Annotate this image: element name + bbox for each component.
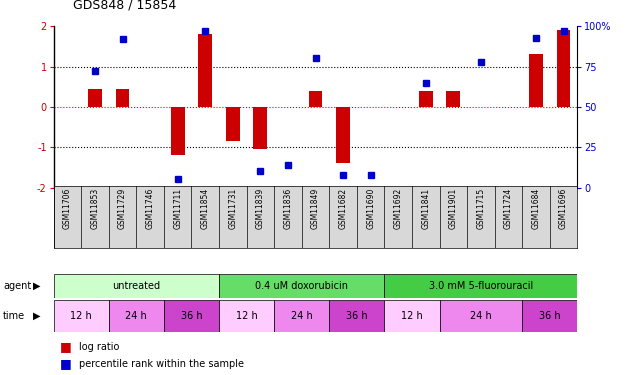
Text: 36 h: 36 h bbox=[346, 311, 368, 321]
Text: percentile rank within the sample: percentile rank within the sample bbox=[79, 359, 244, 369]
Text: GSM11729: GSM11729 bbox=[118, 188, 127, 229]
Bar bbox=[88, 89, 102, 107]
Bar bbox=[109, 300, 164, 332]
Bar bbox=[384, 300, 440, 332]
Bar bbox=[164, 300, 219, 332]
Text: GSM11715: GSM11715 bbox=[476, 188, 485, 229]
Text: GSM11839: GSM11839 bbox=[256, 188, 265, 229]
Bar bbox=[54, 300, 109, 332]
Bar bbox=[219, 274, 384, 298]
Text: log ratio: log ratio bbox=[79, 342, 119, 352]
Text: GSM11696: GSM11696 bbox=[559, 188, 568, 229]
Bar bbox=[522, 300, 577, 332]
Bar bbox=[226, 107, 240, 141]
Bar bbox=[198, 34, 212, 107]
Text: GSM11836: GSM11836 bbox=[283, 188, 292, 229]
Bar bbox=[529, 54, 543, 107]
Text: GSM11724: GSM11724 bbox=[504, 188, 513, 229]
Bar bbox=[254, 107, 268, 149]
Bar bbox=[329, 300, 384, 332]
Text: agent: agent bbox=[3, 281, 32, 291]
Text: ▶: ▶ bbox=[33, 311, 41, 321]
Text: 24 h: 24 h bbox=[470, 311, 492, 321]
Bar bbox=[419, 91, 433, 107]
Text: 12 h: 12 h bbox=[401, 311, 423, 321]
Bar bbox=[384, 274, 577, 298]
Bar bbox=[557, 30, 570, 107]
Text: GSM11731: GSM11731 bbox=[228, 188, 237, 229]
Text: GSM11746: GSM11746 bbox=[146, 188, 155, 229]
Text: GSM11849: GSM11849 bbox=[311, 188, 320, 229]
Text: 36 h: 36 h bbox=[539, 311, 560, 321]
Text: GSM11690: GSM11690 bbox=[366, 188, 375, 229]
Text: GSM11706: GSM11706 bbox=[63, 188, 72, 229]
Bar bbox=[219, 300, 274, 332]
Text: GSM11901: GSM11901 bbox=[449, 188, 458, 229]
Text: 3.0 mM 5-fluorouracil: 3.0 mM 5-fluorouracil bbox=[428, 281, 533, 291]
Text: ▶: ▶ bbox=[33, 281, 41, 291]
Text: 24 h: 24 h bbox=[291, 311, 312, 321]
Text: 36 h: 36 h bbox=[180, 311, 203, 321]
Bar bbox=[336, 107, 350, 164]
Bar bbox=[115, 89, 129, 107]
Text: ■: ■ bbox=[60, 340, 72, 353]
Text: 12 h: 12 h bbox=[236, 311, 257, 321]
Text: 24 h: 24 h bbox=[126, 311, 147, 321]
Text: GSM11854: GSM11854 bbox=[201, 188, 209, 229]
Text: GSM11853: GSM11853 bbox=[90, 188, 100, 229]
Bar bbox=[440, 300, 522, 332]
Text: untreated: untreated bbox=[112, 281, 160, 291]
Text: time: time bbox=[3, 311, 25, 321]
Bar bbox=[171, 107, 184, 155]
Bar bbox=[447, 91, 460, 107]
Bar bbox=[54, 274, 219, 298]
Text: GDS848 / 15854: GDS848 / 15854 bbox=[73, 0, 176, 11]
Text: 0.4 uM doxorubicin: 0.4 uM doxorubicin bbox=[255, 281, 348, 291]
Text: GSM11682: GSM11682 bbox=[339, 188, 348, 229]
Text: GSM11684: GSM11684 bbox=[531, 188, 541, 229]
Text: GSM11711: GSM11711 bbox=[173, 188, 182, 229]
Bar bbox=[309, 91, 322, 107]
Text: ■: ■ bbox=[60, 357, 72, 370]
Text: GSM11841: GSM11841 bbox=[422, 188, 430, 229]
Bar bbox=[274, 300, 329, 332]
Text: GSM11692: GSM11692 bbox=[394, 188, 403, 229]
Text: 12 h: 12 h bbox=[70, 311, 92, 321]
